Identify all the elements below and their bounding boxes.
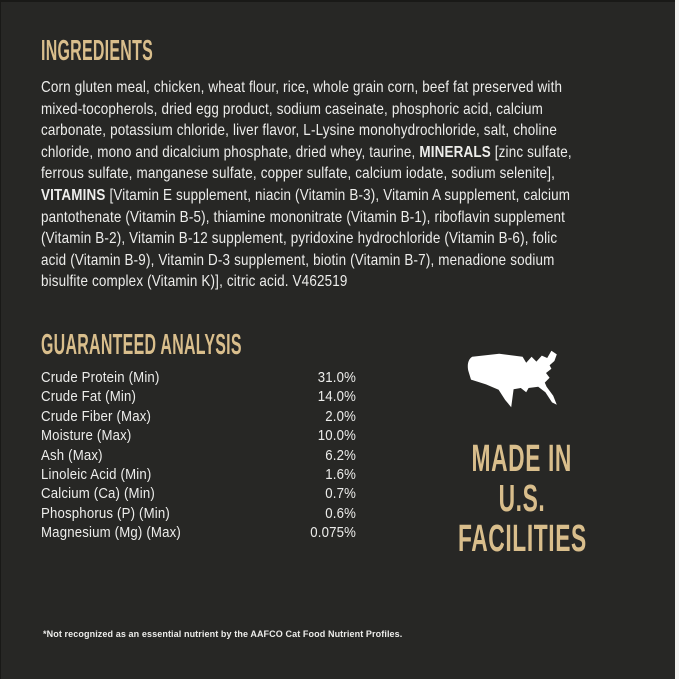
guaranteed-analysis-heading: GUARANTEED ANALYSIS (41, 329, 242, 361)
analysis-row: Ash (Max) 6.2% (41, 446, 356, 465)
analysis-nutrient-label: Moisture (Max) (41, 427, 132, 445)
analysis-nutrient-value: 31.0% (317, 369, 357, 386)
ingredient-line: carbonate, potassium chloride, liver fla… (41, 122, 557, 140)
analysis-row: Crude Fat (Min) 14.0% (41, 387, 356, 406)
ingredient-line: pantothenate (Vitamin B-5), thiamine mon… (41, 208, 566, 226)
analysis-nutrient-label: Crude Protein (Min) (41, 369, 160, 386)
analysis-nutrient-value: 10.0% (317, 427, 357, 445)
ingredient-line: chloride, mono and dicalcium phosphate, … (41, 143, 572, 161)
ingredient-line: ferrous sulfate, manganese sulfate, copp… (41, 165, 556, 183)
usa-map-icon (467, 350, 557, 408)
made-in-line: FACILITIES (457, 518, 587, 560)
made-in-line: MADE IN (471, 438, 573, 480)
analysis-nutrient-value: 2.0% (325, 407, 357, 425)
ingredient-line: (Vitamin B-2), Vitamin B-12 supplement, … (41, 230, 558, 248)
made-in-block: MADE IN U.S. FACILITIES (432, 349, 612, 559)
analysis-nutrient-label: Ash (Max) (41, 446, 103, 464)
made-in-line: U.S. (498, 478, 546, 520)
analysis-nutrient-value: 14.0% (317, 388, 357, 406)
ingredient-line: acid (Vitamin B-9), Vitamin D-3 suppleme… (41, 251, 555, 269)
analysis-nutrient-value: 1.6% (325, 466, 357, 484)
analysis-nutrient-value: 0.6% (325, 504, 357, 522)
ingredients-text: Corn gluten meal, chicken, wheat flour, … (41, 77, 572, 293)
analysis-nutrient-value: 0.075% (310, 524, 357, 542)
analysis-row: Linoleic Acid (Min) 1.6% (41, 465, 356, 484)
analysis-row: Magnesium (Mg) (Max) 0.075% (41, 523, 356, 542)
made-in-text: MADE IN U.S. FACILITIES (415, 439, 630, 559)
analysis-row: Crude Fiber (Max) 2.0% (41, 407, 356, 426)
analysis-nutrient-label: Crude Fat (Min) (41, 388, 137, 406)
ingredients-heading: INGREDIENTS (41, 35, 154, 67)
analysis-row: Calcium (Ca) (Min) 0.7% (41, 484, 356, 503)
guaranteed-analysis-table: Crude Protein (Min) 31.0% Crude Fat (Min) 1… (41, 368, 356, 543)
ingredient-line: VITAMINS [Vitamin E supplement, niacin (… (41, 186, 571, 204)
ingredient-line: Corn gluten meal, chicken, wheat flour, … (41, 79, 563, 96)
ingredient-line: mixed-tocopherols, dried egg product, so… (41, 100, 544, 118)
analysis-nutrient-label: Magnesium (Mg) (Max) (41, 524, 181, 542)
analysis-nutrient-value: 6.2% (325, 446, 357, 464)
analysis-row: Phosphorus (P) (Min) 0.6% (41, 504, 356, 523)
analysis-nutrient-label: Crude Fiber (Max) (41, 407, 152, 425)
analysis-nutrient-label: Linoleic Acid (Min) (41, 466, 152, 484)
analysis-nutrient-value: 0.7% (325, 485, 357, 503)
analysis-row: Crude Protein (Min) 31.0% (41, 368, 356, 387)
analysis-row: Moisture (Max) 10.0% (41, 426, 356, 445)
analysis-nutrient-label: Calcium (Ca) (Min) (41, 485, 155, 503)
analysis-nutrient-label: Phosphorus (P) (Min) (41, 504, 170, 522)
ingredient-line: bisulfite complex (Vitamin K)], citric a… (41, 273, 348, 291)
footnote: *Not recognized as an essential nutrient… (43, 629, 403, 640)
